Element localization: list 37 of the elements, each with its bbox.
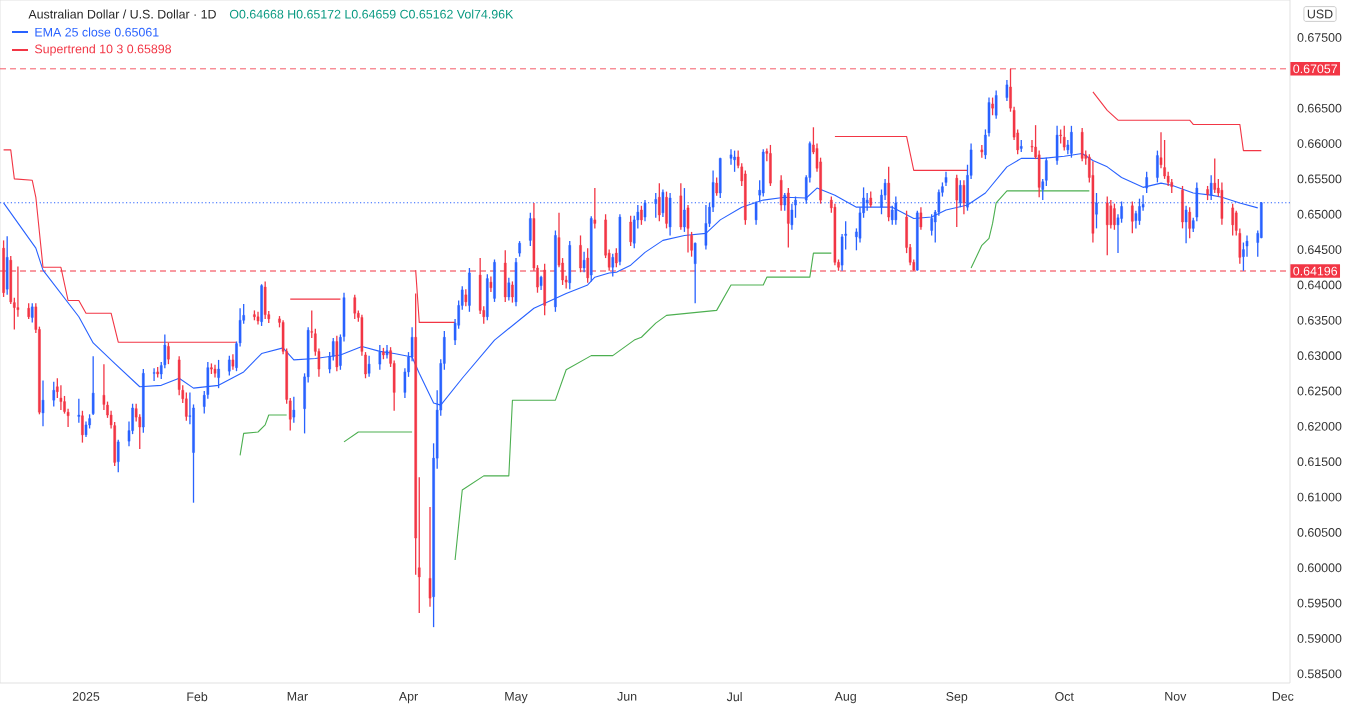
y-tick-label: 0.59000 (1297, 634, 1342, 643)
y-tick-label: 0.63500 (1297, 315, 1342, 325)
y-tick-label: 0.62500 (1297, 386, 1342, 396)
y-tick-label: 0.66000 (1297, 139, 1342, 148)
x-tick-label: Feb (187, 692, 208, 702)
y-tick-label: 0.67500 (1297, 33, 1342, 42)
y-tick-label: 0.59500 (1297, 598, 1342, 608)
x-tick-label: Oct (1055, 692, 1074, 701)
text: USD (1307, 9, 1333, 19)
y-tick-label: 0.64500 (1297, 245, 1342, 254)
x-tick-label: Sep (946, 692, 968, 704)
y-tick-label: 0.60000 (1297, 563, 1342, 573)
ref-line-label: 0.67057 (1293, 64, 1337, 74)
x-tick-label: Aug (834, 692, 856, 704)
legend-label: EMA 25 close 0.65061 (35, 27, 159, 37)
x-tick-label: Nov (1165, 692, 1187, 701)
x-tick-label: Jun (617, 692, 637, 701)
y-tick-label: 0.63000 (1297, 351, 1342, 361)
y-tick-label: 0.66500 (1297, 103, 1342, 113)
text: O0.64668 H0.65172 L0.64659 C0.65162 Vol74.96K (229, 9, 514, 19)
x-tick-label: Mar (287, 692, 308, 701)
y-tick-label: 0.64000 (1297, 280, 1342, 290)
x-tick-label: Apr (398, 692, 418, 704)
y-tick-label: 0.65000 (1297, 209, 1342, 219)
text: Australian Dollar / U.S. Dollar · 1D (28, 9, 216, 19)
legend-label: Supertrend 10 3 0.65898 (34, 44, 172, 56)
x-tick-label: Dec (1272, 692, 1294, 701)
y-tick-label: 0.61000 (1297, 492, 1342, 502)
x-tick-label: Jul (726, 692, 742, 702)
y-tick-label: 0.60500 (1297, 528, 1342, 537)
y-tick-label: 0.65500 (1297, 174, 1342, 184)
x-tick-label: May (505, 692, 528, 704)
y-tick-label: 0.62000 (1297, 421, 1342, 431)
y-tick-label: 0.58500 (1297, 669, 1342, 679)
y-tick-label: 0.61500 (1297, 457, 1342, 467)
x-tick-label: 2025 (72, 692, 100, 701)
ref-line-label: 0.64196 (1293, 266, 1338, 276)
